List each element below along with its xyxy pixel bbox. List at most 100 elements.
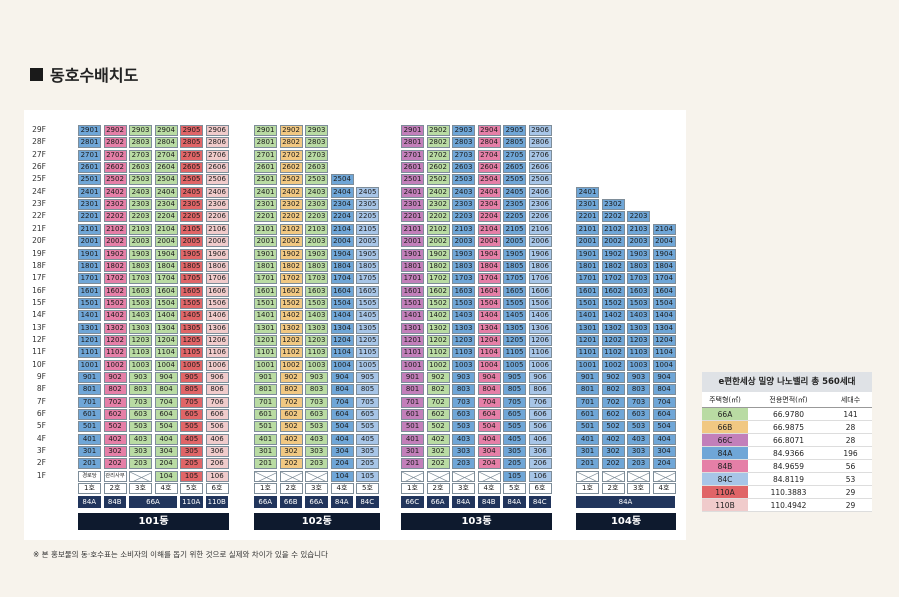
unit-cell: 1704 (330, 273, 354, 285)
unit-cell: 402 (426, 433, 450, 445)
unit-cell: 1302 (601, 322, 625, 334)
unit-cell: 503 (129, 421, 152, 433)
unit-cell: 2403 (305, 186, 328, 198)
legend-header-type: 주택형(㎡) (702, 392, 748, 408)
unit-cell: 201 (78, 458, 101, 470)
unit-cell: 1201 (254, 334, 277, 346)
unit-cell: 2103 (129, 223, 152, 235)
unit-cell: 1401 (254, 310, 277, 322)
unit-cell: 403 (452, 433, 475, 445)
unit-cell: 802 (601, 384, 625, 396)
unit-cell: 2004 (652, 236, 676, 248)
unit-cell: 2405 (180, 186, 203, 198)
unit-cell: 1703 (305, 273, 328, 285)
unit-cell: 2006 (205, 236, 229, 248)
unit-cell: 301 (78, 446, 101, 458)
unit-cell: 1103 (129, 347, 152, 359)
unit-cell: 403 (627, 433, 650, 445)
unit-cell: 1004 (154, 359, 178, 371)
unit-cell: 1903 (305, 248, 328, 260)
unit-cell: 401 (576, 433, 599, 445)
unit-cell: 1202 (103, 334, 127, 346)
unit-cell: 503 (452, 421, 475, 433)
unit-cell: 305 (356, 446, 379, 458)
unit-cell: 1401 (401, 310, 424, 322)
unit-cell: 703 (129, 396, 152, 408)
building-name: 101동 (78, 512, 229, 530)
unit-cell: 1402 (279, 310, 303, 322)
building-name: 104동 (576, 512, 676, 530)
legend-count: 196 (829, 446, 872, 460)
floor-label: 1F (36, 470, 46, 480)
unit-cell: 2601 (401, 162, 424, 174)
ho-label: 6호 (528, 483, 552, 495)
unit-cell: 1703 (627, 273, 650, 285)
unit-cell: 306 (528, 446, 552, 458)
unit-cell: 1701 (254, 273, 277, 285)
unit-cell: 2202 (426, 211, 450, 223)
piloti-cell (601, 470, 625, 482)
unit-cell: 1302 (103, 322, 127, 334)
unit-cell: 806 (528, 384, 552, 396)
unit-cell: 701 (576, 396, 599, 408)
unit-cell: 801 (401, 384, 424, 396)
unit-cell: 302 (103, 446, 127, 458)
unit-cell: 1202 (601, 334, 625, 346)
unit-cell: 2306 (528, 199, 552, 211)
unit-cell: 1603 (129, 285, 152, 297)
unit-cell: 2401 (401, 186, 424, 198)
unit-cell: 2806 (528, 137, 552, 149)
unit-cell: 1103 (627, 347, 650, 359)
unit-cell: 703 (452, 396, 475, 408)
piloti-cell (305, 470, 328, 482)
type-label: 84A (330, 495, 354, 508)
unit-cell: 2203 (305, 211, 328, 223)
unit-cell: 1405 (503, 310, 526, 322)
unit-cell: 804 (154, 384, 178, 396)
unit-cell: 2304 (330, 199, 354, 211)
unit-cell: 1303 (129, 322, 152, 334)
unit-cell: 1101 (254, 347, 277, 359)
legend-area: 110.3883 (748, 485, 830, 499)
unit-cell: 1504 (154, 297, 178, 309)
unit-cell: 2302 (103, 199, 127, 211)
unit-cell: 203 (452, 458, 475, 470)
unit-cell: 1503 (129, 297, 152, 309)
unit-cell: 2005 (503, 236, 526, 248)
unit-cell: 2101 (401, 223, 424, 235)
unit-cell: 2903 (305, 125, 328, 136)
unit-cell: 1502 (426, 297, 450, 309)
floor-label: 10F (32, 359, 46, 369)
legend-area: 66.9875 (748, 420, 830, 434)
unit-cell: 2806 (205, 137, 229, 149)
type-label: 84C (356, 495, 380, 508)
unit-cell: 1501 (254, 297, 277, 309)
unit-cell: 1601 (401, 285, 424, 297)
unit-cell: 1802 (426, 260, 450, 272)
unit-cell: 1501 (576, 297, 599, 309)
legend-count: 141 (829, 407, 872, 421)
unit-cell: 2001 (254, 236, 277, 248)
unit-cell: 2503 (305, 174, 328, 186)
legend-type-swatch: 66A (702, 407, 748, 421)
unit-cell: 1103 (305, 347, 328, 359)
unit-cell: 601 (78, 409, 101, 421)
unit-cell: 506 (205, 421, 229, 433)
unit-cell: 1404 (652, 310, 676, 322)
unit-cell: 605 (180, 409, 203, 421)
unit-cell: 2805 (503, 137, 526, 149)
unit-cell: 1901 (254, 248, 277, 260)
unit-cell: 1903 (129, 248, 152, 260)
unit-cell: 1203 (305, 334, 328, 346)
unit-cell: 205 (180, 458, 203, 470)
legend-count: 53 (829, 472, 872, 486)
unit-cell: 906 (528, 372, 552, 383)
unit-cell: 1604 (330, 285, 354, 297)
unit-cell: 1004 (652, 359, 676, 371)
floor-label: 27F (32, 149, 46, 159)
unit-cell: 1503 (627, 297, 650, 309)
unit-cell: 2103 (452, 223, 475, 235)
floor-label: 2F (36, 458, 46, 468)
unit-cell: 206 (205, 458, 229, 470)
unit-cell: 406 (205, 433, 229, 445)
